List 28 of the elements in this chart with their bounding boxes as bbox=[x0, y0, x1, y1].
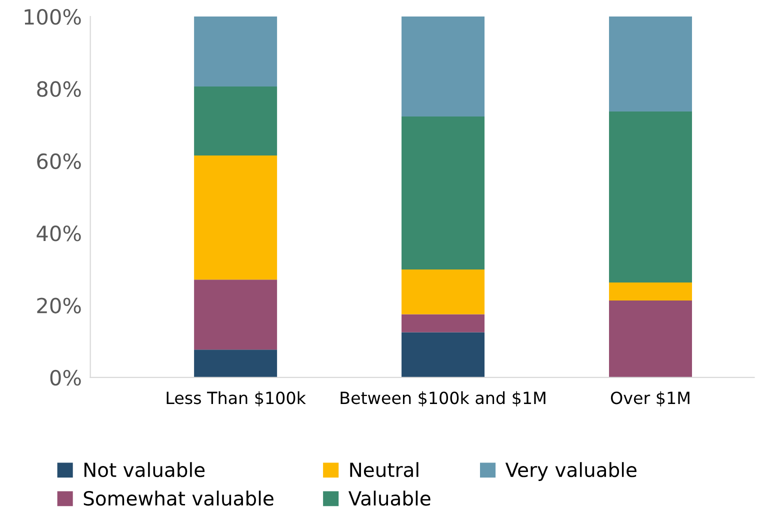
bar bbox=[402, 116, 485, 270]
bar bbox=[402, 332, 485, 378]
bar bbox=[402, 270, 485, 314]
bar bbox=[194, 155, 278, 280]
x-tick-label: Less Than $100k bbox=[166, 391, 306, 406]
y-tick-label: 60% bbox=[37, 153, 81, 170]
y-tick-label: 40% bbox=[36, 226, 81, 242]
legend-label: Valuable bbox=[348, 490, 430, 506]
bar bbox=[609, 282, 692, 301]
bar bbox=[402, 314, 485, 332]
legend-label: Not valuable bbox=[84, 462, 205, 478]
bar bbox=[609, 300, 692, 378]
x-tick-label: Between $100k and $1M bbox=[340, 391, 546, 406]
legend-label: Somewhat valuable bbox=[84, 490, 274, 506]
x-tick-label: Over $1M bbox=[610, 391, 690, 406]
y-tick-label: 20% bbox=[37, 298, 81, 314]
legend-label: Very valuable bbox=[505, 462, 636, 481]
y-tick-label: 100% bbox=[24, 8, 81, 25]
bar bbox=[609, 111, 692, 282]
bar bbox=[194, 280, 278, 350]
y-tick-label: 80% bbox=[37, 81, 81, 97]
bar bbox=[194, 16, 278, 87]
bar bbox=[402, 16, 485, 117]
bar bbox=[194, 86, 278, 156]
legend-label: Neutral bbox=[350, 462, 418, 478]
bar bbox=[194, 350, 278, 378]
y-tick-label: 0% bbox=[50, 370, 81, 386]
bar bbox=[609, 16, 692, 112]
